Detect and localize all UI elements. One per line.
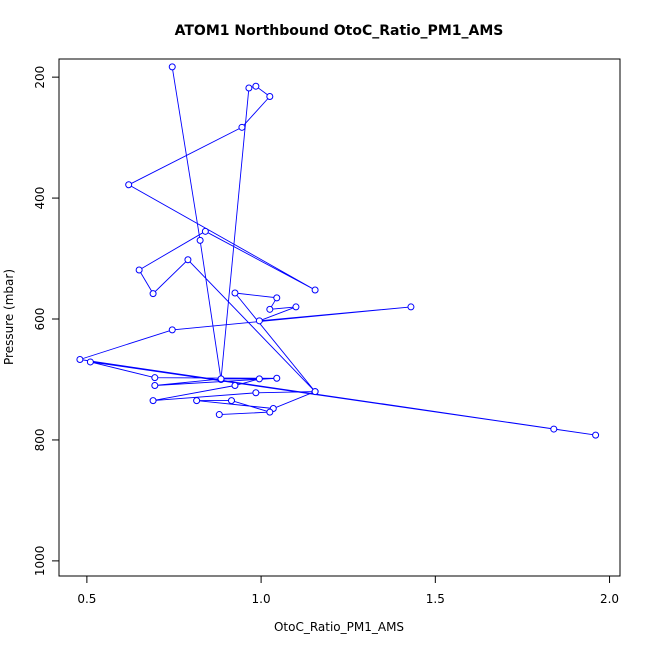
- x-tick-label: 1.5: [426, 592, 445, 606]
- data-point: [168, 63, 176, 71]
- y-axis-label: Pressure (mbar): [2, 269, 16, 365]
- data-point: [125, 181, 133, 189]
- data-point: [196, 236, 204, 244]
- data-point: [149, 290, 157, 298]
- data-point: [168, 326, 176, 334]
- data-point: [266, 305, 274, 313]
- data-point: [231, 382, 239, 390]
- chart-title: ATOM1 Northbound OtoC_Ratio_PM1_AMS: [175, 23, 504, 39]
- data-point: [273, 374, 281, 382]
- data-point: [255, 375, 263, 383]
- data-point: [227, 397, 235, 405]
- data-point: [266, 408, 274, 416]
- data-point: [135, 266, 143, 274]
- data-point: [76, 356, 84, 364]
- data-point: [238, 123, 246, 131]
- data-point: [184, 256, 192, 264]
- data-point: [151, 374, 159, 382]
- y-tick-label: 400: [33, 187, 47, 210]
- x-tick-label: 1.0: [252, 592, 271, 606]
- y-axis: 200 400 600 800 1000: [33, 66, 59, 576]
- data-point: [217, 375, 225, 383]
- x-tick-label: 0.5: [77, 592, 96, 606]
- data-point: [201, 227, 209, 235]
- data-point: [550, 425, 558, 433]
- data-point: [252, 82, 260, 90]
- data-point: [592, 431, 600, 439]
- data-point: [255, 317, 263, 325]
- data-point: [151, 382, 159, 390]
- data-point: [266, 92, 274, 100]
- data-point: [407, 303, 415, 311]
- x-axis: 0.5 1.0 1.5 2.0: [77, 576, 619, 606]
- data-point: [252, 389, 260, 397]
- data-point: [231, 289, 239, 297]
- data-point: [273, 294, 281, 302]
- plot-area-frame: [58, 58, 621, 577]
- y-tick-label: 800: [33, 428, 47, 451]
- data-point: [215, 411, 223, 419]
- data-point: [245, 84, 253, 92]
- x-tick-label: 2.0: [600, 592, 619, 606]
- data-point: [311, 286, 319, 294]
- series-layer: [76, 63, 600, 439]
- y-tick-label: 200: [33, 66, 47, 89]
- data-point: [86, 358, 94, 366]
- data-point: [292, 303, 300, 311]
- data-point: [149, 397, 157, 405]
- x-axis-label: OtoC_Ratio_PM1_AMS: [274, 620, 404, 634]
- y-tick-label: 1000: [33, 546, 47, 577]
- data-point: [311, 388, 319, 396]
- y-tick-label: 600: [33, 308, 47, 331]
- data-point: [193, 397, 201, 405]
